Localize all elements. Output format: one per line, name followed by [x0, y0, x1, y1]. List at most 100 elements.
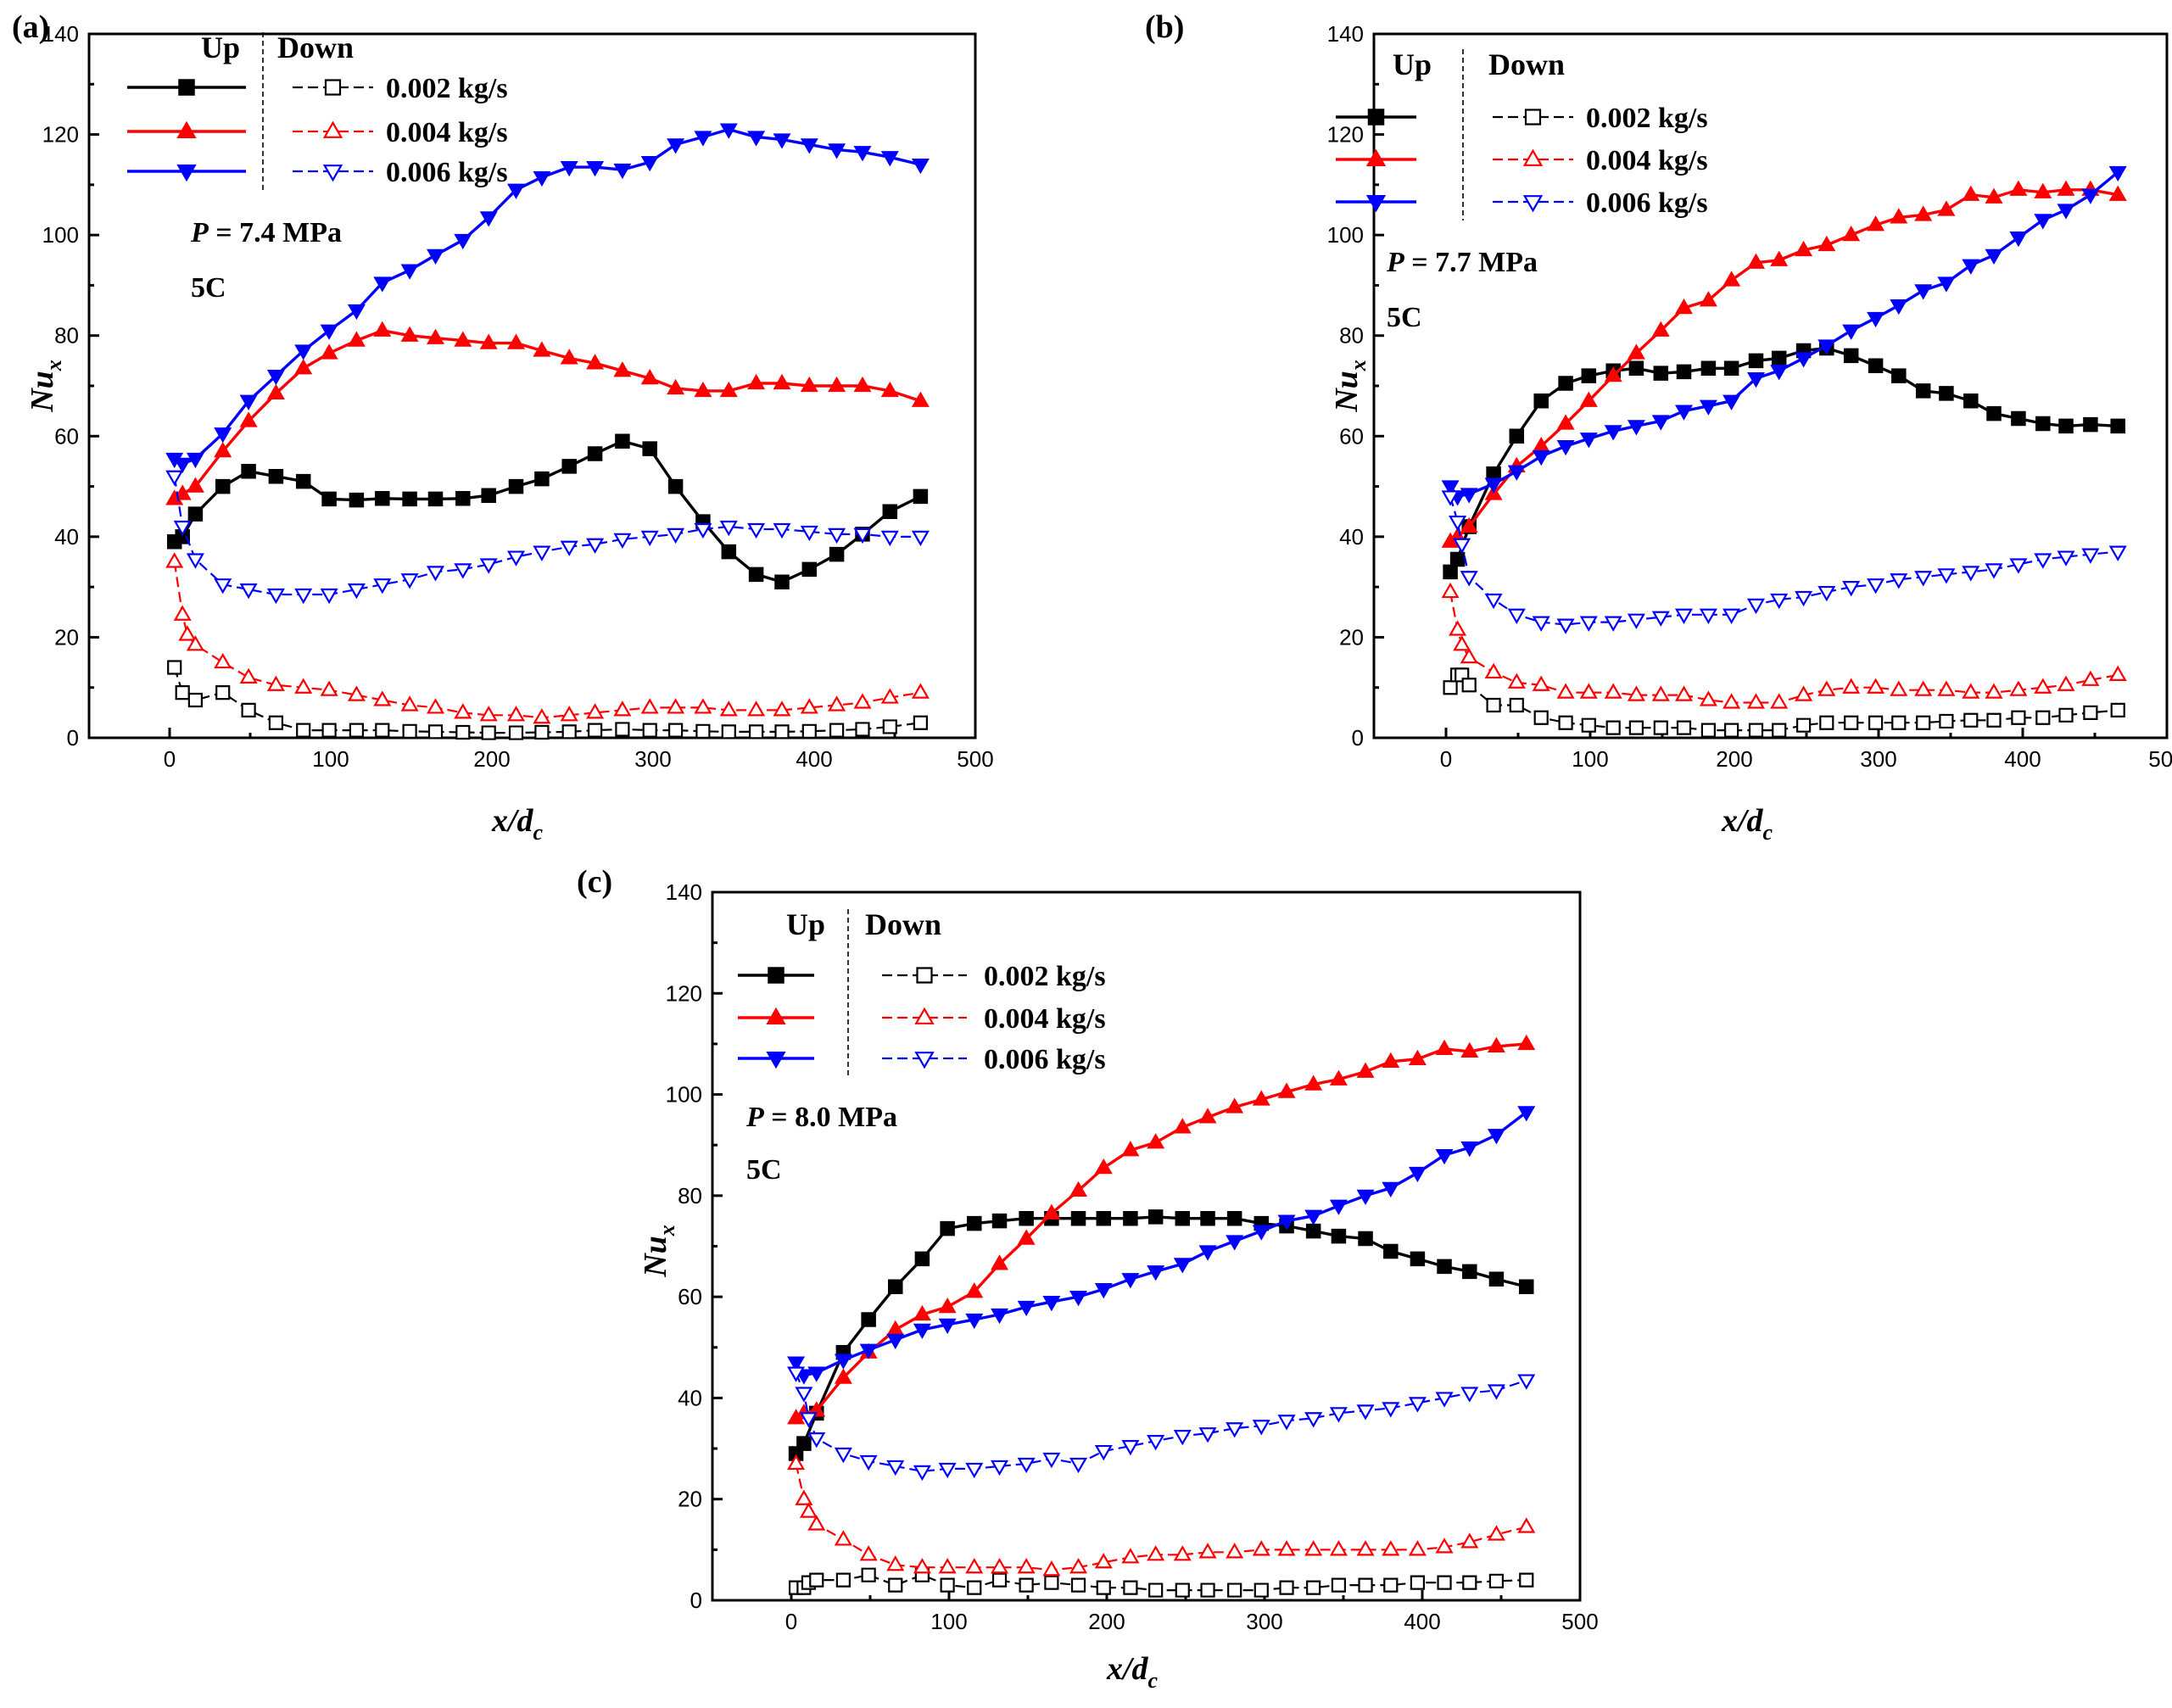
data-point	[1699, 608, 1717, 624]
data-point	[695, 723, 711, 739]
data-point	[1277, 1082, 1296, 1098]
data-point	[1173, 1430, 1192, 1446]
data-point	[186, 452, 204, 469]
data-point	[1123, 1580, 1138, 1595]
data-point	[1604, 425, 1622, 441]
data-point	[2009, 231, 2028, 248]
data-point	[1198, 1108, 1217, 1124]
data-point	[938, 1558, 957, 1574]
data-point	[1279, 1580, 1294, 1595]
data-point	[859, 1454, 878, 1471]
data-point	[1173, 1258, 1192, 1274]
data-point	[967, 1215, 982, 1231]
data-point	[859, 1545, 878, 1561]
data-point	[886, 1460, 905, 1476]
data-point	[1533, 710, 1549, 725]
data-point	[1488, 1271, 1505, 1287]
y-axis-label-main: Nu	[638, 1236, 673, 1278]
data-point	[1533, 394, 1549, 409]
data-point	[1868, 715, 1884, 730]
data-point	[1069, 1558, 1088, 1574]
series-down-0-006-kg-s	[1441, 490, 2127, 634]
data-point	[1017, 1558, 1036, 1574]
data-point	[1096, 1580, 1111, 1595]
y-tick-label: 80	[678, 1183, 702, 1208]
data-point	[1747, 371, 1765, 388]
data-point	[773, 133, 791, 149]
data-point	[774, 574, 790, 589]
x-tick-label: 300	[1860, 746, 1896, 772]
data-point	[1604, 683, 1622, 699]
data-point	[886, 1320, 905, 1337]
data-point	[1198, 1427, 1217, 1443]
data-point	[642, 723, 657, 738]
data-point	[268, 468, 284, 484]
data-point	[1985, 683, 2003, 699]
legend-label: 0.002 kg/s	[984, 961, 1106, 992]
data-point	[965, 1462, 984, 1479]
data-point	[1408, 1049, 1427, 1065]
series-up-0-006-kg-s	[1441, 165, 2127, 506]
data-point	[940, 1577, 955, 1593]
x-axis-label-sub: c	[1763, 820, 1773, 845]
legend-up-marker	[1365, 195, 1387, 213]
data-point	[721, 724, 736, 740]
x-tick-label: 100	[930, 1609, 967, 1634]
data-point	[1986, 405, 2002, 421]
data-point	[1254, 1582, 1269, 1598]
data-point	[427, 491, 444, 507]
data-point	[239, 394, 258, 410]
data-point	[1329, 1199, 1348, 1215]
data-point	[214, 578, 232, 594]
series-down-0-002-kg-s	[788, 1567, 1534, 1598]
data-point	[1226, 1543, 1244, 1559]
data-point	[1200, 1210, 1215, 1226]
data-point	[1252, 1225, 1270, 1241]
case-annotation: 5C	[1387, 302, 1422, 333]
legend-down-heading: Down	[277, 31, 354, 64]
data-point	[861, 1567, 876, 1582]
data-point	[828, 376, 846, 393]
pressure-value: = 7.7 MPa	[1404, 247, 1538, 278]
data-point	[1042, 1295, 1061, 1312]
x-tick-label: 400	[796, 746, 832, 772]
data-point	[2009, 680, 2028, 696]
data-point	[2081, 548, 2100, 564]
data-point	[560, 160, 578, 177]
y-tick-label: 120	[1327, 122, 1364, 148]
data-point	[1147, 1545, 1165, 1561]
data-point	[586, 538, 605, 554]
data-point	[911, 683, 930, 699]
y-tick-label: 100	[42, 222, 79, 248]
x-axis-label: x/dc	[1106, 1651, 1159, 1693]
data-point	[1699, 690, 1717, 706]
data-point	[320, 343, 338, 360]
series-line	[795, 1042, 1527, 1420]
data-point	[1770, 250, 1789, 266]
y-tick-label: 40	[54, 524, 79, 550]
data-point	[1985, 248, 2003, 265]
data-point	[173, 605, 192, 621]
data-point	[991, 1308, 1009, 1325]
data-point	[913, 715, 928, 730]
data-point	[239, 411, 258, 427]
legend-label: 0.004 kg/s	[1586, 145, 1708, 176]
data-point	[1507, 608, 1526, 624]
data-point	[667, 698, 685, 714]
data-point	[1441, 582, 1460, 599]
data-point	[1449, 515, 1467, 532]
data-point	[1382, 1181, 1400, 1198]
x-axis-label: x/dc	[491, 803, 544, 845]
data-point	[800, 138, 818, 154]
data-point	[534, 471, 550, 487]
data-point	[828, 695, 846, 712]
data-point	[1651, 685, 1670, 701]
data-point	[1123, 1210, 1138, 1226]
x-tick-label: 300	[1246, 1609, 1282, 1634]
data-point	[1509, 428, 1525, 444]
data-point	[1356, 1540, 1375, 1556]
data-point	[508, 478, 524, 494]
data-point	[694, 381, 712, 398]
data-point	[1890, 208, 1908, 224]
data-point	[1461, 678, 1477, 693]
